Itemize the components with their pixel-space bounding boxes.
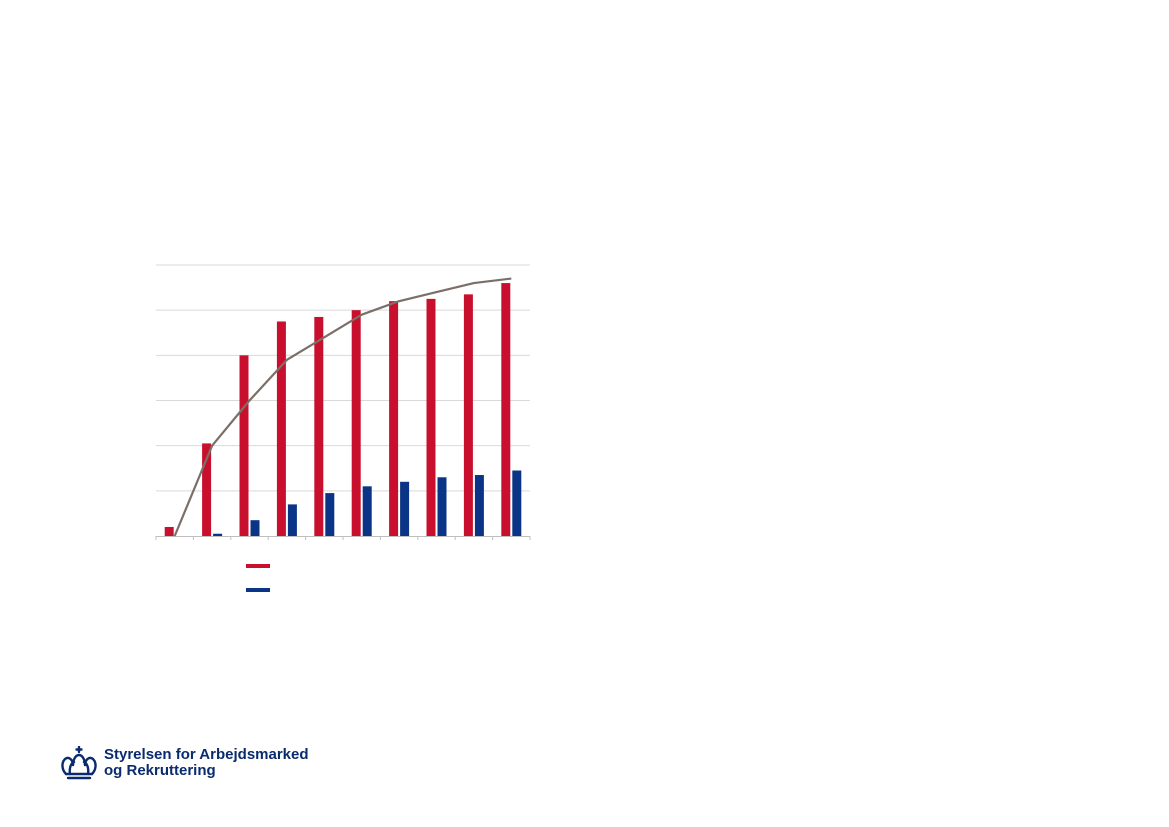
bar-series-1 [239, 355, 249, 536]
bar-series-1 [426, 298, 436, 536]
bar-series-1 [314, 316, 324, 536]
legend [246, 564, 270, 592]
bar-series-1 [202, 443, 212, 536]
legend-swatch-1 [246, 564, 270, 568]
bar-series-1 [501, 283, 511, 536]
bar-series-2 [325, 493, 335, 536]
bar-series-1 [164, 526, 174, 536]
bar-series-2 [287, 504, 297, 536]
trend-line [173, 277, 512, 537]
bar-series-2 [362, 486, 372, 536]
logo-line-1: Styrelsen for Arbejdsmarked [104, 746, 309, 763]
gridlines [156, 264, 530, 492]
bar-series-1 [389, 301, 399, 536]
bar-series-2 [213, 533, 223, 536]
bar-series-2 [400, 481, 410, 536]
bar-series-1 [276, 321, 286, 536]
bar-series-2 [474, 475, 484, 536]
legend-swatch-2 [246, 588, 270, 592]
line-series [173, 277, 512, 537]
bar-series [164, 283, 522, 536]
bar-series-2 [437, 477, 447, 536]
bar-series-2 [512, 470, 522, 536]
x-axis [155, 536, 531, 540]
bar-series-1 [351, 310, 361, 536]
bar-series-2 [250, 520, 260, 536]
bar-series-1 [463, 294, 473, 536]
agency-logo: Styrelsen for Arbejdsmarked og Rekrutter… [60, 746, 309, 780]
logo-line-2: og Rekruttering [104, 762, 216, 779]
crown-icon [61, 746, 97, 780]
